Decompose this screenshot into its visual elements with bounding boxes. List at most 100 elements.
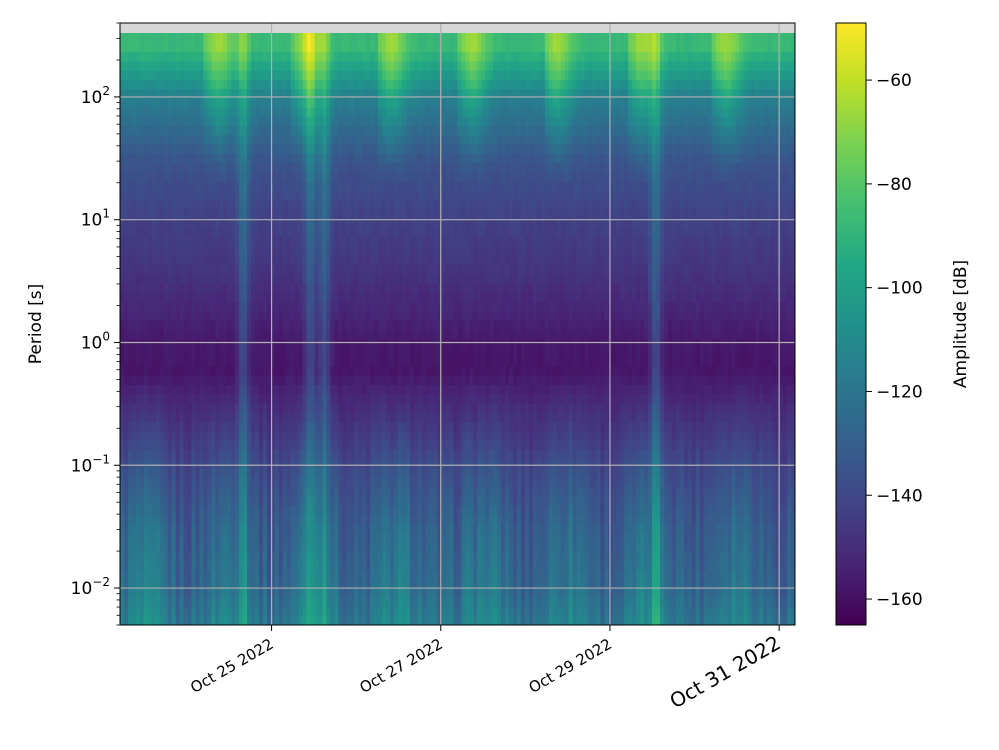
heatmap-cell [350, 347, 355, 358]
heatmap-cell [231, 227, 236, 238]
heatmap-cell [255, 430, 260, 441]
heatmap-cell [338, 88, 343, 99]
heatmap-cell [346, 384, 351, 395]
heatmap-cell [255, 319, 260, 330]
heatmap-cell [235, 467, 240, 478]
heatmap-cell [354, 134, 359, 145]
heatmap-cell [330, 421, 336, 432]
heatmap-cell [294, 51, 300, 62]
heatmap-cell [163, 51, 169, 62]
heatmap-cell [378, 486, 383, 497]
heatmap-cell [409, 504, 415, 515]
heatmap-cell [159, 504, 165, 515]
heatmap-cell [127, 356, 133, 367]
heatmap-cell [231, 467, 236, 478]
heatmap-cell [390, 60, 395, 71]
heatmap-cell [278, 523, 284, 534]
heatmap-cell [239, 356, 244, 367]
heatmap-cell [338, 523, 343, 534]
heatmap-cell [302, 467, 308, 478]
heatmap-cell [278, 578, 284, 589]
heatmap-cell [338, 615, 343, 625]
heatmap-cell [183, 255, 189, 265]
heatmap-cell [405, 615, 411, 625]
heatmap-cell [326, 578, 332, 589]
heatmap-cell [294, 329, 300, 339]
heatmap-cell [258, 171, 264, 182]
heatmap-cell [330, 578, 336, 589]
heatmap-cell [342, 181, 347, 191]
heatmap-cell [227, 366, 232, 376]
heatmap-cell [310, 292, 316, 302]
heatmap-cell [298, 144, 304, 154]
heatmap-cell [227, 449, 232, 460]
heatmap-cell [278, 227, 284, 238]
heatmap-cell [120, 523, 125, 534]
heatmap-cell [120, 551, 125, 561]
heatmap-cell [123, 134, 129, 145]
heatmap-cell [342, 403, 347, 413]
heatmap-cell [127, 606, 133, 617]
heatmap-cell [183, 338, 189, 349]
heatmap-cell [374, 477, 379, 487]
heatmap-cell [322, 301, 328, 312]
heatmap-cell [251, 430, 256, 441]
heatmap-cell [306, 245, 312, 256]
heatmap-cell [270, 264, 276, 275]
heatmap-cell [223, 375, 228, 386]
heatmap-cell [179, 116, 185, 127]
heatmap-cell [425, 319, 431, 330]
heatmap-cell [183, 245, 189, 256]
heatmap-cell [135, 134, 141, 145]
heatmap-cell [171, 273, 177, 284]
heatmap-cell [413, 449, 419, 460]
heatmap-cell [362, 144, 367, 154]
heatmap-cell [147, 273, 153, 284]
heatmap-cell [342, 310, 347, 321]
heatmap-cell [219, 504, 224, 515]
heatmap-cell [366, 310, 371, 321]
heatmap-cell [393, 42, 399, 53]
heatmap-cell [131, 560, 137, 571]
heatmap-cell [397, 116, 403, 127]
heatmap-cell [286, 88, 292, 99]
heatmap-cell [366, 273, 371, 284]
heatmap-cell [231, 208, 236, 219]
heatmap-cell [390, 347, 395, 358]
heatmap-cell [278, 393, 284, 404]
heatmap-cell [342, 421, 347, 432]
heatmap-cell [183, 273, 189, 284]
heatmap-cell [330, 273, 336, 284]
heatmap-cell [171, 412, 177, 423]
heatmap-cell [199, 60, 204, 71]
heatmap-cell [187, 356, 193, 367]
heatmap-cell [239, 70, 244, 80]
heatmap-cell [270, 449, 276, 460]
heatmap-cell [255, 421, 260, 432]
heatmap-cell [231, 560, 236, 571]
heatmap-cell [179, 412, 185, 423]
heatmap-cell [203, 467, 208, 478]
heatmap-cell [409, 551, 415, 561]
heatmap-cell [274, 560, 280, 571]
heatmap-cell [127, 181, 133, 191]
heatmap-cell [413, 60, 419, 71]
heatmap-cell [163, 449, 169, 460]
heatmap-cell [175, 597, 181, 608]
heatmap-cell [326, 440, 332, 450]
heatmap-cell [231, 97, 236, 108]
heatmap-cell [290, 319, 296, 330]
heatmap-cell [191, 171, 197, 182]
heatmap-cell [421, 33, 427, 43]
heatmap-cell [219, 495, 224, 506]
heatmap-cell [255, 245, 260, 256]
heatmap-cell [302, 190, 308, 201]
heatmap-cell [123, 393, 129, 404]
heatmap-cell [286, 116, 292, 127]
heatmap-cell [199, 560, 204, 571]
heatmap-cell [374, 430, 379, 441]
heatmap-cell [413, 458, 419, 469]
heatmap-cell [274, 356, 280, 367]
heatmap-cell [358, 329, 363, 339]
heatmap-cell [255, 134, 260, 145]
